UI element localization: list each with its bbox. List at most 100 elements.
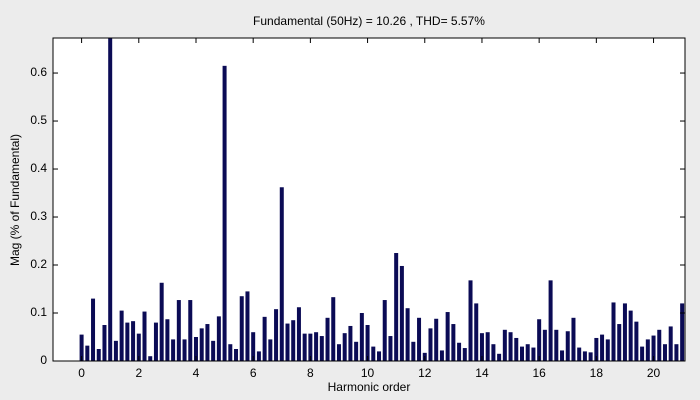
bar <box>657 329 662 361</box>
bar <box>371 346 376 361</box>
bar <box>211 340 216 361</box>
x-tick-label: 4 <box>193 366 200 380</box>
bar <box>148 356 153 361</box>
bar <box>594 337 599 361</box>
bar <box>222 65 227 361</box>
bar <box>159 282 164 361</box>
bars <box>79 38 685 361</box>
bar <box>674 344 679 361</box>
x-tick-label: 12 <box>418 366 432 380</box>
bar <box>319 336 324 361</box>
bar <box>531 347 536 361</box>
bar <box>622 303 627 361</box>
bar <box>142 311 147 361</box>
bar <box>502 329 507 361</box>
chart-title: Fundamental (50Hz) = 10.26 , THD= 5.57% <box>253 14 485 28</box>
bar <box>331 297 336 361</box>
bar <box>325 317 330 361</box>
y-tick-label: 0.3 <box>30 209 47 223</box>
bar <box>462 348 467 361</box>
bar <box>262 316 267 361</box>
y-tick-label: 0.1 <box>30 305 47 319</box>
y-tick-label: 0.4 <box>30 161 47 175</box>
bar <box>354 341 359 361</box>
bar <box>91 298 96 361</box>
bar <box>296 307 301 361</box>
bar <box>457 342 462 361</box>
bar <box>537 319 542 361</box>
bar <box>611 302 616 361</box>
x-tick-label: 6 <box>250 366 257 380</box>
bar <box>336 344 341 361</box>
bar <box>468 280 473 361</box>
bar <box>348 325 353 361</box>
bar <box>508 332 513 361</box>
bar <box>228 344 233 361</box>
bar <box>291 320 296 361</box>
bar <box>365 325 370 361</box>
bar <box>239 296 244 361</box>
bar <box>548 280 553 361</box>
bar <box>514 337 519 361</box>
bar <box>439 350 444 361</box>
y-tick-label: 0.2 <box>30 257 47 271</box>
bar <box>668 326 673 361</box>
bar <box>542 329 547 361</box>
bar <box>628 310 633 361</box>
bar <box>588 352 593 361</box>
bar <box>451 324 456 361</box>
y-tick-label: 0 <box>40 353 47 367</box>
bar <box>491 344 496 361</box>
x-tick-label: 18 <box>590 366 604 380</box>
bar <box>96 349 101 361</box>
bar <box>445 312 450 361</box>
bar <box>525 344 530 361</box>
bar <box>171 339 176 361</box>
axes-box <box>52 37 686 362</box>
bar <box>131 321 136 361</box>
bar <box>234 349 239 361</box>
x-tick-label: 0 <box>78 366 85 380</box>
bar <box>279 187 284 361</box>
bar <box>165 319 170 361</box>
bar <box>577 347 582 361</box>
x-axis-label: Harmonic order <box>328 380 411 394</box>
bar <box>342 333 347 361</box>
x-tick-label: 2 <box>135 366 142 380</box>
bar <box>662 344 667 361</box>
bar <box>285 323 290 361</box>
bar <box>680 303 685 361</box>
bar <box>85 345 90 361</box>
bar <box>428 328 433 361</box>
bar <box>274 309 279 361</box>
x-tick-label: 8 <box>307 366 314 380</box>
bar <box>634 321 639 361</box>
bar <box>405 308 410 361</box>
bar <box>302 333 307 361</box>
bar <box>565 331 570 361</box>
bar <box>113 340 118 361</box>
bar <box>582 351 587 361</box>
bar <box>417 317 422 361</box>
x-tick-label: 20 <box>647 366 661 380</box>
x-tick-label: 16 <box>532 366 546 380</box>
bar <box>182 339 187 361</box>
bar <box>79 334 84 361</box>
bar <box>359 313 364 361</box>
bar <box>199 328 204 361</box>
bar <box>136 333 141 361</box>
bar <box>554 329 559 361</box>
bar <box>205 324 210 361</box>
bar <box>188 300 193 361</box>
bar <box>119 310 124 361</box>
bar <box>399 265 404 361</box>
bar <box>388 336 393 361</box>
plot-area <box>53 38 685 361</box>
bar <box>314 332 319 361</box>
y-axis-label: Mag (% of Fundamental) <box>8 134 22 266</box>
bar <box>519 346 524 361</box>
bar <box>571 317 576 361</box>
bar <box>645 339 650 361</box>
